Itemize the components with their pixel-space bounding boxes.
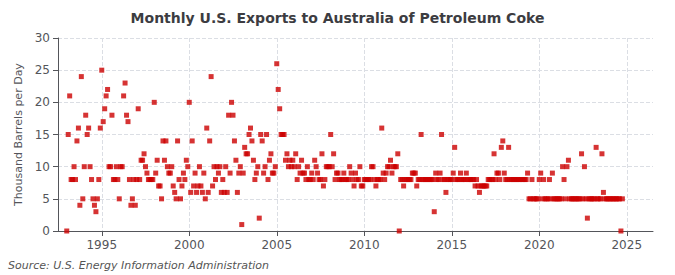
svg-text:0: 0 [42, 224, 50, 238]
svg-text:30: 30 [35, 31, 50, 45]
svg-text:1995: 1995 [86, 238, 117, 252]
svg-text:2010: 2010 [349, 238, 380, 252]
svg-text:25: 25 [35, 63, 50, 77]
svg-text:5: 5 [42, 192, 50, 206]
svg-text:2000: 2000 [174, 238, 205, 252]
svg-text:Monthly U.S. Exports to Austra: Monthly U.S. Exports to Australia of Pet… [131, 10, 545, 26]
svg-text:10: 10 [35, 160, 50, 174]
svg-text:2020: 2020 [524, 238, 555, 252]
svg-text:2025: 2025 [611, 238, 642, 252]
svg-text:2005: 2005 [261, 238, 292, 252]
svg-text:Source: U.S. Energy Informatio: Source: U.S. Energy Information Administ… [8, 259, 269, 272]
svg-text:15: 15 [35, 128, 50, 142]
svg-text:2015: 2015 [436, 238, 467, 252]
svg-text:Thousand Barrels per Day: Thousand Barrels per Day [12, 63, 25, 207]
svg-text:20: 20 [35, 95, 50, 109]
